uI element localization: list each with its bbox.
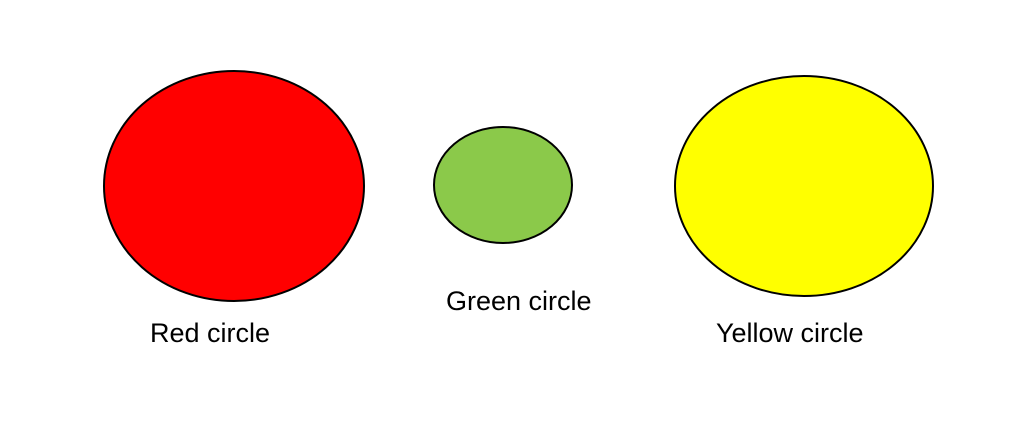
green-circle-label: Green circle <box>446 286 592 316</box>
red-circle <box>103 70 365 302</box>
red-circle-label: Red circle <box>150 318 271 348</box>
yellow-circle <box>674 75 934 297</box>
yellow-circle-label: Yellow circle <box>716 318 864 348</box>
green-circle <box>433 126 573 244</box>
